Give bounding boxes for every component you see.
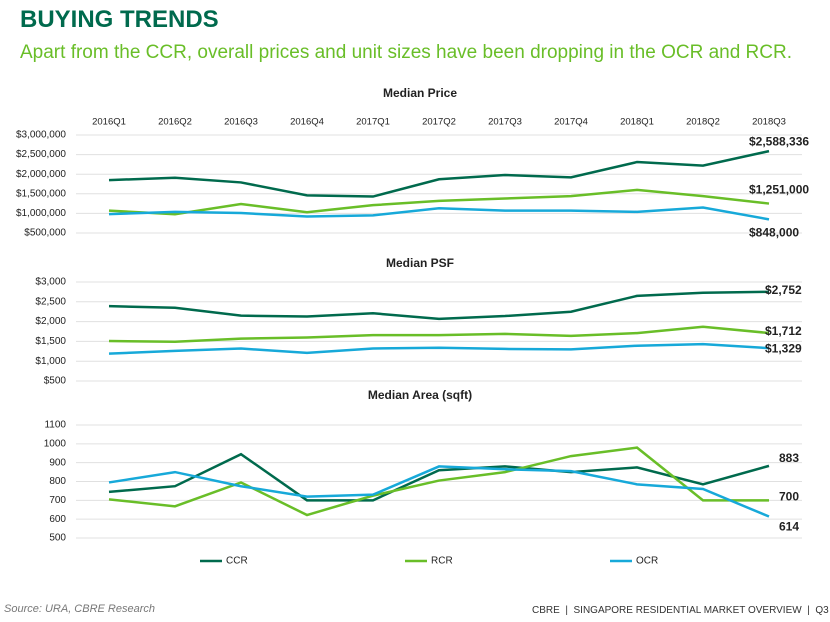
y-tick-label: 1100 [44,420,66,431]
legend-label: RCR [431,556,453,567]
x-tick-label: 2017Q4 [554,117,588,128]
y-tick-label: $500,000 [24,228,66,239]
y-tick-label: $3,000,000 [16,130,66,141]
x-tick-label: 2016Q3 [224,117,258,128]
line [108,188,770,216]
source: Source: URA, CBRE Research [4,603,155,615]
data-label: $1,712 [765,324,802,338]
legend-label: CCR [226,556,248,567]
line [108,342,770,355]
y-tick-label: $1,500,000 [16,188,66,199]
y-tick-label: 700 [49,495,66,506]
line [108,206,770,221]
page-title: BUYING TRENDS [20,6,219,33]
y-tick-label: $500 [44,376,67,387]
y-tick-label: $1,500 [35,336,66,347]
x-tick-label: 2017Q2 [422,117,456,128]
line [108,465,770,518]
line [108,452,770,502]
x-tick-label: 2018Q3 [752,117,786,128]
x-tick-label: 2016Q4 [290,117,324,128]
y-tick-label: $2,500,000 [16,149,66,160]
y-tick-label: 500 [49,533,66,544]
data-label: 883 [779,451,799,465]
line [108,325,770,344]
data-label: 614 [779,520,799,534]
x-tick-label: 2018Q2 [686,117,720,128]
line [108,290,770,321]
charts: Median Price $500,000 $1,000,000 $1,500,000… [16,86,809,567]
y-tick-label: 800 [49,476,66,487]
chart-title: Median Area (sqft) [368,388,472,402]
y-tick-label: $3,000 [35,277,66,288]
y-tick-label: $1,000,000 [16,208,66,219]
data-label: $1,251,000 [749,183,809,197]
line [108,446,769,517]
x-tick-label: 2018Q1 [620,117,654,128]
y-tick-label: $2,500 [35,296,66,307]
y-tick-label: $2,000,000 [16,169,66,180]
line [108,149,770,198]
page-subtitle: Apart from the CCR, overall prices and u… [20,42,792,63]
data-label: $2,588,336 [749,134,809,148]
y-tick-label: 900 [49,457,66,468]
x-tick-label: 2016Q2 [158,117,192,128]
data-label: $848,000 [749,226,799,240]
data-label: 700 [779,490,799,504]
legend-label: OCR [636,556,658,567]
chart-title: Median PSF [386,256,454,270]
x-tick-label: 2017Q3 [488,117,522,128]
footer: CBRE | SINGAPORE RESIDENTIAL MARKET OVER… [532,605,830,616]
data-label: $2,752 [765,283,802,297]
y-tick-label: 600 [49,514,66,525]
y-tick-label: $2,000 [35,316,66,327]
y-tick-label: 1000 [44,438,67,449]
y-tick-label: $1,000 [35,356,66,367]
x-tick-label: 2016Q1 [92,117,126,128]
chart-title: Median Price [383,86,457,100]
data-label: $1,329 [765,341,802,355]
x-tick-label: 2017Q1 [356,117,390,128]
